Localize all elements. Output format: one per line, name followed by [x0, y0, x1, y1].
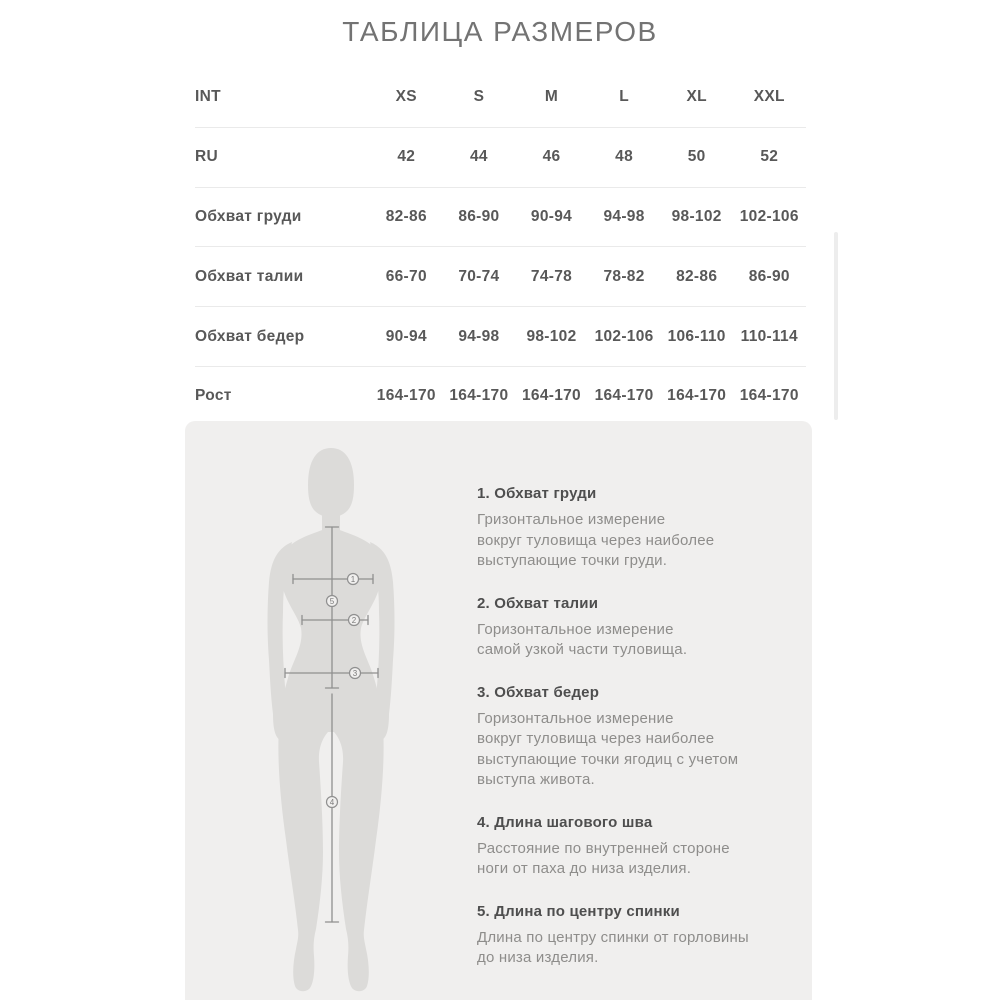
size-value: 94-98	[603, 207, 645, 225]
guide-heading: 1. Обхват груди	[477, 485, 597, 502]
row-label: INT	[195, 88, 221, 106]
size-value: XL	[686, 88, 707, 106]
scrollbar-thumb[interactable]	[834, 232, 838, 420]
figure-left-leg	[278, 726, 329, 992]
size-value: 78-82	[603, 267, 645, 285]
guide-heading: 4. Длина шагового шва	[477, 813, 653, 831]
figure-silhouette	[267, 448, 395, 992]
measurement-guide-panel: 1 5 2 3 4 1. Обхват груди Гризонтальн	[185, 421, 812, 1000]
body-figure-diagram: 1 5 2 3 4	[267, 448, 395, 992]
size-value: 86-90	[748, 267, 790, 285]
figure-left-arm	[267, 542, 292, 741]
svg-text:5: 5	[330, 597, 335, 606]
size-value: XXL	[753, 88, 785, 106]
size-value: 42	[397, 148, 416, 166]
size-value: 102-106	[594, 327, 654, 345]
size-value: M	[544, 88, 559, 106]
size-table: INT XS S M L XL XXL RU 42 44 46 48 50 52…	[195, 68, 806, 426]
size-value: 52	[760, 148, 779, 166]
guide-text: Расстояние по внутренней стороне ноги от…	[477, 839, 730, 878]
row-label: Обхват груди	[195, 207, 302, 225]
marker-circle-chest: 1	[346, 572, 360, 586]
size-value: 44	[469, 148, 488, 166]
figure-right-arm	[370, 542, 395, 741]
size-value: 164-170	[667, 387, 727, 405]
size-value: 46	[542, 148, 561, 166]
size-value: 106-110	[667, 327, 726, 345]
size-value: 48	[615, 148, 633, 166]
table-row-hips: Обхват бедер 90-94 94-98 98-102 102-106 …	[195, 307, 806, 367]
size-value: 164-170	[521, 387, 581, 405]
guide-heading: 5. Длина по центру спинки	[477, 902, 680, 920]
figure-right-leg	[333, 726, 384, 992]
size-value: 164-170	[739, 387, 799, 405]
svg-text:4: 4	[330, 798, 335, 807]
svg-text:1: 1	[351, 575, 356, 584]
guide-text: Гризонтальное измерение вокруг туловища …	[477, 511, 715, 569]
measurement-descriptions: 1. Обхват груди Гризонтальное измерение …	[477, 484, 792, 969]
marker-circle-waist: 2	[347, 613, 361, 627]
row-label: RU	[195, 148, 218, 166]
size-value: L	[619, 88, 629, 106]
size-value: 164-170	[449, 387, 509, 405]
marker-circle-inseam: 4	[325, 795, 339, 809]
size-value: 98-102	[526, 327, 577, 345]
size-value: S	[473, 88, 485, 106]
guide-text: Длина по центру спинки от горловины до н…	[477, 928, 749, 967]
figure-torso	[279, 526, 383, 732]
size-value: 66-70	[385, 267, 427, 285]
back-length-line	[324, 526, 340, 689]
size-value: 50	[687, 148, 706, 166]
size-value: 82-86	[385, 207, 427, 225]
guide-heading: 2. Обхват талии	[477, 594, 599, 612]
size-value: 86-90	[458, 207, 500, 225]
table-row-height: Рост 164-170 164-170 164-170 164-170 164…	[195, 367, 806, 426]
size-value: 70-74	[458, 267, 500, 285]
size-value: 90-94	[385, 327, 427, 345]
marker-circle-hips: 3	[348, 666, 362, 680]
table-row-int: INT XS S M L XL XXL	[195, 68, 806, 128]
size-value: 90-94	[530, 207, 573, 225]
svg-text:2: 2	[352, 616, 357, 625]
table-row-chest: Обхват груди 82-86 86-90 90-94 94-98 98-…	[195, 188, 806, 248]
size-value: 164-170	[594, 387, 654, 405]
guide-section-hips: 3. Обхват бедер Горизонтальное измерение…	[477, 683, 792, 791]
guide-text: Горизонтальное измерение самой узкой час…	[477, 620, 688, 659]
size-value: 74-78	[530, 267, 573, 285]
chest-line	[292, 573, 374, 585]
guide-text: Горизонтальное измерение вокруг туловища…	[477, 709, 739, 789]
row-label: Обхват бедер	[195, 327, 305, 345]
size-value: XS	[395, 88, 417, 106]
table-row-waist: Обхват талии 66-70 70-74 74-78 78-82 82-…	[195, 247, 806, 308]
size-value: 164-170	[376, 387, 436, 405]
table-row-ru: RU 42 44 46 48 50 52	[195, 128, 806, 188]
guide-section-inseam: 4. Длина шагового шва Расстояние по внут…	[477, 813, 792, 880]
size-value: 98-102	[671, 207, 722, 225]
svg-text:3: 3	[353, 669, 358, 678]
size-value: 102-106	[739, 207, 799, 225]
guide-section-waist: 2. Обхват талии Горизонтальное измерение…	[477, 594, 792, 661]
hips-line	[284, 667, 379, 679]
guide-section-chest: 1. Обхват груди Гризонтальное измерение …	[477, 484, 792, 572]
page-title: ТАБЛИЦА РАЗМЕРОВ	[342, 16, 658, 47]
guide-section-back-length: 5. Длина по центру спинки Длина по центр…	[477, 902, 792, 969]
size-value: 82-86	[676, 267, 718, 285]
figure-head	[308, 448, 354, 517]
size-value: 110-114	[740, 327, 798, 345]
row-label: Обхват талии	[195, 267, 304, 285]
guide-heading: 3. Обхват бедер	[477, 683, 600, 701]
size-value: 94-98	[458, 327, 500, 345]
marker-circle-back-length: 5	[325, 594, 339, 608]
row-label: Рост	[195, 387, 232, 405]
